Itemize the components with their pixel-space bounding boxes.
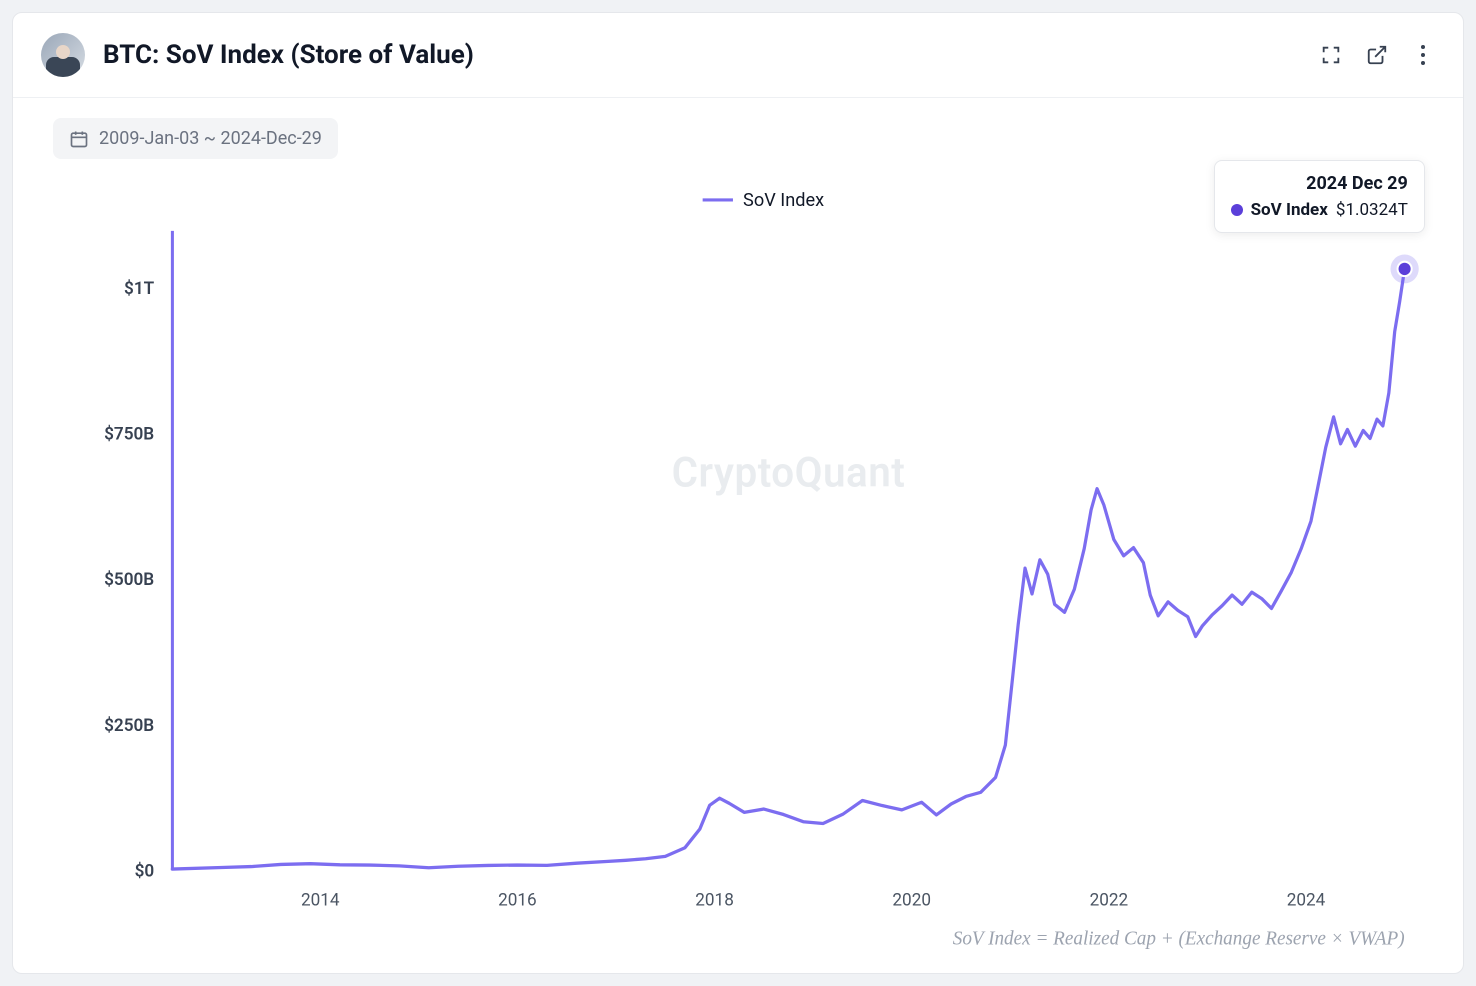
line-chart[interactable]: CryptoQuant $0 $250B $500B $750B $1T 2014 2016 2… <box>31 169 1445 963</box>
chart-area: CryptoQuant $0 $250B $500B $750B $1T 2014 2016 2… <box>13 159 1463 973</box>
svg-text:2024: 2024 <box>1287 890 1326 910</box>
svg-text:$500B: $500B <box>104 570 154 590</box>
date-range-text: 2009-Jan-03 ~ 2024-Dec-29 <box>99 128 322 149</box>
header-actions <box>1319 43 1435 67</box>
chart-card: BTC: SoV Index (Store of Value) <box>12 12 1464 974</box>
svg-text:2022: 2022 <box>1090 890 1129 910</box>
svg-text:$0: $0 <box>135 861 155 881</box>
svg-text:$750B: $750B <box>104 424 154 444</box>
avatar[interactable] <box>41 33 85 77</box>
svg-text:2018: 2018 <box>695 890 734 910</box>
tooltip-marker-icon <box>1231 204 1243 216</box>
svg-text:$1T: $1T <box>124 279 154 299</box>
chart-title: BTC: SoV Index (Store of Value) <box>103 40 1319 70</box>
svg-text:$250B: $250B <box>104 716 154 736</box>
toolbar: 2009-Jan-03 ~ 2024-Dec-29 <box>13 98 1463 159</box>
calendar-icon <box>69 129 89 149</box>
tooltip-series-label: SoV Index <box>1251 200 1328 220</box>
external-link-icon[interactable] <box>1365 43 1389 67</box>
svg-text:SoV Index: SoV Index <box>743 190 824 211</box>
svg-text:2014: 2014 <box>301 890 340 910</box>
date-range-picker[interactable]: 2009-Jan-03 ~ 2024-Dec-29 <box>53 118 338 159</box>
chart-tooltip: 2024 Dec 29 SoV Index $1.0324T <box>1214 160 1425 233</box>
fullscreen-icon[interactable] <box>1319 43 1343 67</box>
svg-text:2016: 2016 <box>498 890 537 910</box>
tooltip-value: $1.0324T <box>1336 200 1408 220</box>
svg-text:2020: 2020 <box>892 890 931 910</box>
card-header: BTC: SoV Index (Store of Value) <box>13 13 1463 98</box>
tooltip-date: 2024 Dec 29 <box>1231 173 1408 194</box>
svg-text:SoV Index = Realized Cap + (Ex: SoV Index = Realized Cap + (Exchange Res… <box>953 928 1405 949</box>
more-menu-icon[interactable] <box>1411 43 1435 67</box>
svg-text:CryptoQuant: CryptoQuant <box>672 448 906 496</box>
